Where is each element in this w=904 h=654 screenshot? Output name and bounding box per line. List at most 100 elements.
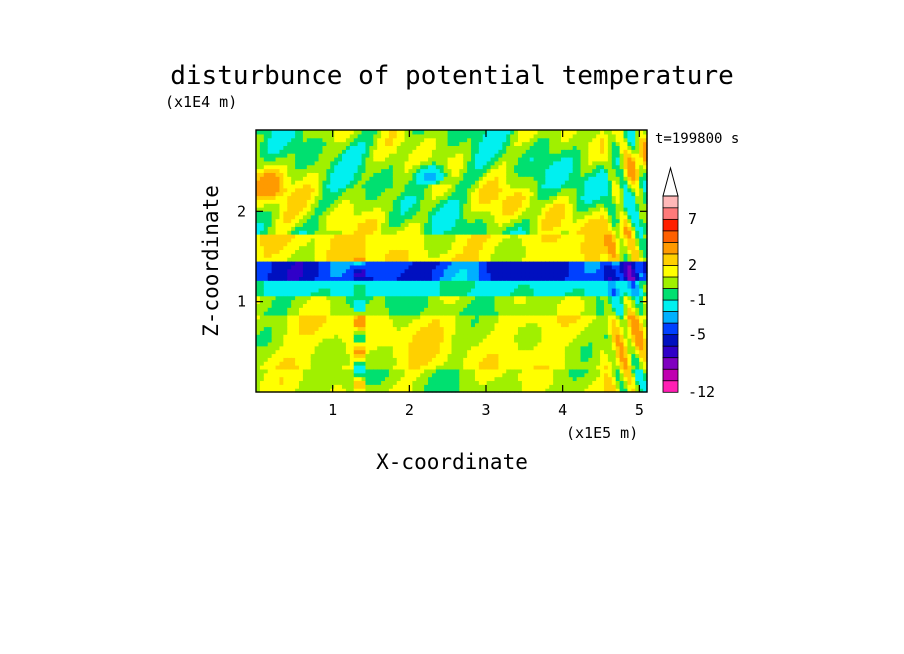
- field-cell: [431, 280, 437, 285]
- field-cell: [369, 245, 374, 251]
- field-cell: [353, 372, 359, 378]
- field-cell: [514, 195, 519, 200]
- field-cell: [455, 183, 460, 189]
- field-cell: [306, 180, 312, 185]
- field-cell: [514, 349, 519, 355]
- field-cell: [400, 137, 406, 143]
- field-cell: [471, 388, 476, 393]
- field-cell: [498, 307, 503, 312]
- field-cell: [322, 287, 327, 293]
- field-cell: [506, 168, 511, 173]
- field-cell: [478, 334, 484, 339]
- field-cell: [342, 272, 347, 278]
- field-cell: [287, 133, 292, 139]
- field-cell: [451, 203, 457, 208]
- field-cell: [357, 326, 363, 331]
- field-cell: [295, 276, 300, 281]
- field-cell: [279, 334, 284, 339]
- field-cell: [463, 237, 468, 243]
- field-cell: [345, 284, 351, 289]
- field-cell: [365, 345, 370, 351]
- field-cell: [451, 210, 457, 216]
- field-cell: [373, 384, 378, 389]
- field-cell: [365, 299, 370, 304]
- field-cell: [525, 226, 531, 231]
- field-cell: [486, 180, 492, 185]
- field-cell: [482, 249, 488, 254]
- field-cell: [474, 180, 480, 185]
- field-cell: [498, 311, 503, 316]
- field-cell: [353, 287, 359, 293]
- field-cell: [412, 241, 417, 247]
- field-cell: [334, 137, 339, 143]
- field-cell: [490, 365, 496, 370]
- field-cell: [299, 237, 304, 243]
- field-cell: [326, 241, 331, 247]
- field-cell: [330, 284, 335, 289]
- field-cell: [373, 210, 378, 216]
- field-cell: [353, 210, 359, 216]
- field-cell: [502, 372, 507, 378]
- field-cell: [279, 203, 284, 208]
- field-cell: [517, 365, 523, 370]
- field-cell: [299, 341, 304, 347]
- field-cell: [459, 380, 464, 385]
- field-cell: [400, 349, 406, 355]
- field-cell: [314, 291, 320, 297]
- field-cell: [439, 195, 445, 200]
- field-cell: [486, 145, 492, 150]
- field-cell: [498, 226, 503, 231]
- field-cell: [369, 318, 374, 324]
- field-cell: [385, 191, 390, 197]
- field-cell: [392, 241, 398, 247]
- field-cell: [439, 176, 445, 181]
- field-cell: [494, 330, 500, 335]
- field-cell: [283, 153, 288, 158]
- field-cell: [388, 326, 394, 331]
- field-cell: [388, 361, 394, 366]
- field-cell: [353, 214, 359, 220]
- field-cell: [471, 299, 476, 304]
- field-cell: [416, 153, 421, 158]
- field-cell: [471, 214, 476, 220]
- field-cell: [537, 245, 543, 251]
- field-cell: [474, 322, 480, 328]
- field-cell: [302, 380, 308, 385]
- field-cell: [424, 295, 429, 301]
- field-cell: [396, 287, 402, 293]
- field-cell: [334, 253, 339, 258]
- field-cell: [428, 349, 433, 355]
- field-cell: [506, 214, 511, 220]
- field-cell: [529, 214, 535, 220]
- field-cell: [447, 153, 453, 158]
- field-cell: [408, 276, 413, 281]
- field-cell: [291, 287, 296, 293]
- field-cell: [271, 168, 277, 173]
- field-cell: [392, 222, 398, 227]
- field-cell: [385, 368, 390, 374]
- field-cell: [388, 280, 394, 285]
- field-cell: [263, 287, 269, 293]
- field-cell: [275, 253, 281, 258]
- field-cell: [404, 345, 410, 351]
- field-cell: [318, 203, 324, 208]
- field-cell: [381, 311, 386, 316]
- field-cell: [342, 326, 347, 331]
- field-cell: [521, 160, 527, 166]
- field-cell: [482, 226, 488, 231]
- field-cell: [400, 261, 406, 266]
- field-cell: [330, 226, 335, 231]
- field-cell: [533, 226, 539, 231]
- field-cell: [291, 388, 296, 393]
- field-cell: [381, 187, 386, 193]
- field-cell: [299, 326, 304, 331]
- field-cell: [283, 380, 288, 385]
- field-cell: [287, 214, 292, 220]
- field-cell: [400, 291, 406, 297]
- field-cell: [256, 172, 261, 177]
- field-cell: [498, 195, 503, 200]
- field-cell: [388, 314, 394, 320]
- field-cell: [322, 237, 327, 243]
- field-cell: [263, 191, 269, 197]
- field-cell: [439, 376, 445, 382]
